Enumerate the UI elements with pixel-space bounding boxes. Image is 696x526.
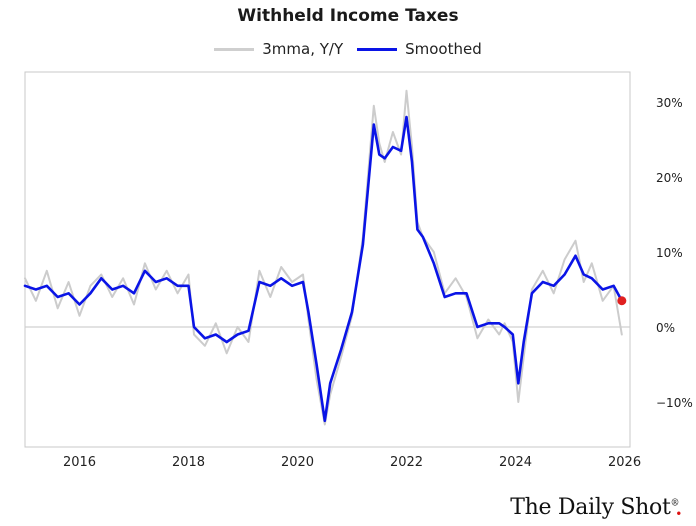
x-tick-label: 2026 bbox=[608, 455, 641, 470]
legend-item-smoothed: Smoothed bbox=[357, 40, 482, 58]
brand-name: The Daily Shot bbox=[510, 495, 671, 520]
legend-label-3mma: 3mma, Y/Y bbox=[262, 40, 344, 58]
y-tick-label: 0% bbox=[656, 321, 675, 335]
y-tick-label: 10% bbox=[656, 246, 683, 260]
legend-swatch-smoothed bbox=[357, 47, 398, 51]
y-tick-label: 30% bbox=[656, 96, 683, 110]
series-line-3mma bbox=[24, 89, 623, 426]
legend-item-3mma: 3mma, Y/Y bbox=[214, 40, 343, 58]
brand-dot: • bbox=[675, 507, 682, 521]
chart-title: Withheld Income Taxes bbox=[237, 6, 459, 26]
x-tick-label: 2018 bbox=[172, 455, 205, 470]
y-tick-label: −10% bbox=[656, 396, 693, 410]
x-tick-label: 2020 bbox=[281, 455, 314, 470]
y-tick-label: 20% bbox=[656, 171, 683, 185]
x-tick-label: 2024 bbox=[499, 455, 532, 470]
last-point-marker bbox=[617, 296, 627, 306]
legend: 3mma, Y/Y Smoothed bbox=[0, 40, 696, 58]
legend-label-smoothed: Smoothed bbox=[405, 40, 482, 58]
legend-swatch-3mma bbox=[214, 47, 255, 51]
x-tick-label: 2016 bbox=[63, 455, 96, 470]
x-tick-label: 2022 bbox=[390, 455, 423, 470]
series-line-smoothed bbox=[23, 115, 624, 423]
brand-mark: ® bbox=[670, 498, 680, 509]
brand-logo: The Daily Shot®• bbox=[510, 495, 686, 521]
plot-frame bbox=[24, 71, 631, 448]
